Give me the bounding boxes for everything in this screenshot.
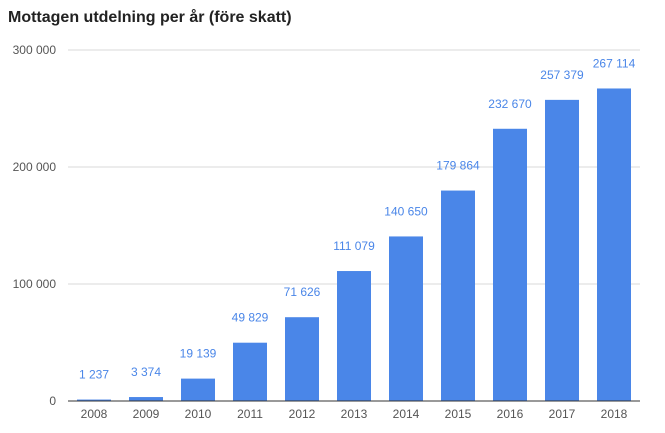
x-tick-label: 2010 — [185, 407, 212, 421]
x-tick-label: 2009 — [133, 407, 160, 421]
bar — [337, 271, 371, 401]
y-tick-label: 100 000 — [13, 277, 57, 291]
bar — [129, 397, 163, 401]
bar — [181, 378, 215, 401]
data-label: 111 079 — [333, 239, 375, 253]
bar — [545, 99, 579, 401]
y-axis-ticks: 0 100 000 200 000 300 000 — [13, 43, 57, 408]
data-label: 257 379 — [540, 68, 584, 82]
data-label: 1 237 — [79, 368, 109, 382]
bar — [233, 342, 267, 401]
x-tick-label: 2016 — [497, 407, 524, 421]
bar — [285, 317, 319, 401]
data-label: 179 864 — [436, 159, 480, 173]
x-tick-label: 2017 — [549, 407, 576, 421]
data-label: 3 374 — [131, 365, 161, 379]
bar — [493, 128, 527, 401]
x-tick-label: 2015 — [445, 407, 472, 421]
data-label: 267 114 — [593, 56, 636, 70]
data-label: 71 626 — [284, 285, 321, 299]
bar — [389, 236, 423, 401]
bar — [77, 399, 111, 401]
x-tick-label: 2013 — [341, 407, 368, 421]
data-label: 140 650 — [384, 204, 428, 218]
chart-title: Mottagen utdelning per år (före skatt) — [8, 9, 292, 26]
bars — [77, 88, 631, 401]
data-label: 49 829 — [232, 311, 269, 325]
y-tick-label: 300 000 — [13, 43, 57, 57]
y-tick-label: 200 000 — [13, 160, 57, 174]
x-tick-label: 2014 — [393, 407, 420, 421]
bar — [441, 190, 475, 401]
bar — [597, 88, 631, 401]
x-tick-label: 2008 — [81, 407, 108, 421]
x-tick-label: 2011 — [237, 407, 263, 421]
y-tick-label: 0 — [49, 394, 56, 408]
data-labels: 1 237 3 374 19 139 49 829 71 626 111 079 140 6… — [79, 56, 636, 381]
data-label: 232 670 — [488, 97, 532, 111]
x-tick-label: 2018 — [601, 407, 628, 421]
x-tick-label: 2012 — [289, 407, 316, 421]
x-axis-ticks: 2008 2009 2010 2011 2012 2013 2014 2015 2016 2017… — [81, 407, 628, 421]
data-label: 19 139 — [180, 347, 217, 361]
